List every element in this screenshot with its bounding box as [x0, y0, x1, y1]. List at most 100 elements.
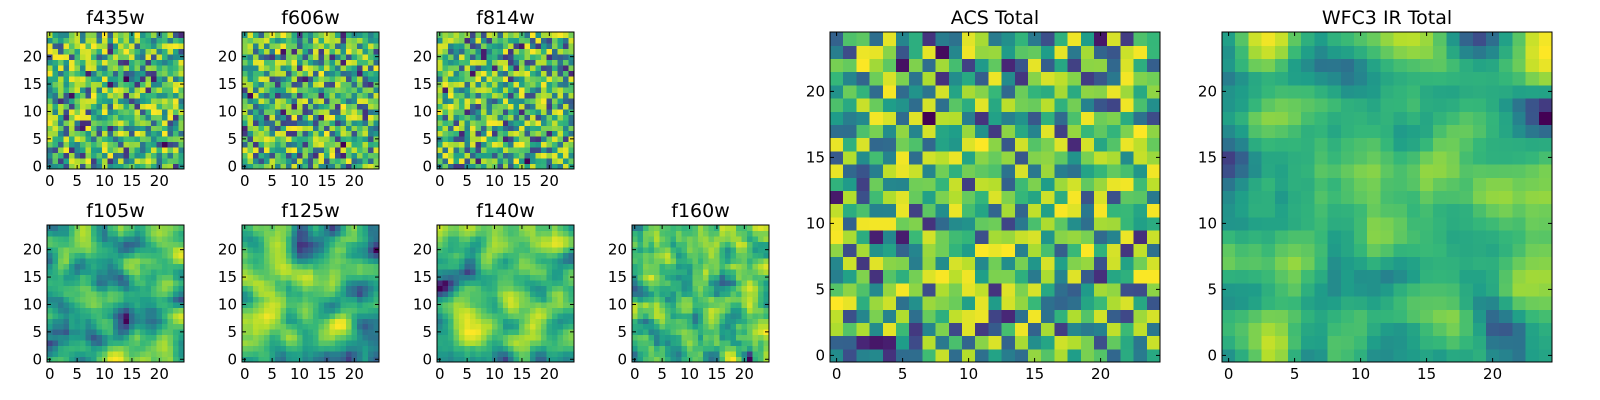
heatmap-cell	[263, 163, 270, 170]
heatmap-cell	[313, 279, 320, 286]
heatmap-cell	[368, 42, 375, 50]
heatmap-cell	[437, 312, 444, 319]
heatmap-cell	[1094, 230, 1108, 244]
heatmap-cell	[535, 119, 542, 126]
heatmap-cell	[469, 86, 476, 93]
heatmap-cell	[313, 86, 320, 93]
heatmap-cell	[1080, 256, 1095, 271]
heatmap-cell	[335, 163, 342, 170]
heatmap-cell	[307, 351, 314, 358]
heatmap-cell	[469, 301, 476, 308]
heatmap-cell	[653, 268, 660, 275]
heatmap-cell	[642, 225, 650, 232]
heatmap-cell	[563, 230, 570, 237]
heatmap-cell	[318, 70, 325, 77]
heatmap-cell	[686, 307, 693, 314]
heatmap-cell	[508, 329, 515, 336]
heatmap-cell	[123, 32, 130, 39]
heatmap-cell	[79, 296, 86, 303]
heatmap-cell	[480, 119, 487, 126]
heatmap-cell	[546, 274, 553, 281]
heatmap-cell	[563, 246, 570, 253]
heatmap-cell	[856, 164, 871, 178]
heatmap-cell	[151, 230, 158, 237]
heatmap-cell	[373, 334, 380, 341]
heatmap-cell	[464, 334, 471, 341]
heatmap-cell	[681, 246, 688, 253]
heatmap-cell	[697, 230, 704, 237]
heatmap-cell	[557, 230, 564, 237]
heatmap-cell	[464, 301, 471, 308]
x-tick-label: 0	[45, 172, 55, 190]
heatmap-cell	[307, 230, 314, 237]
heatmap-cell	[362, 42, 369, 50]
heatmap-cell	[368, 125, 375, 132]
heatmap-cell	[79, 252, 86, 259]
heatmap-cell	[442, 356, 449, 363]
heatmap-cell	[563, 285, 570, 292]
heatmap-cell	[285, 64, 292, 71]
heatmap-cell	[269, 301, 276, 308]
heatmap-cell	[90, 136, 97, 143]
heatmap-cell	[252, 296, 260, 303]
heatmap-cell	[373, 92, 380, 99]
heatmap-cell	[1001, 190, 1016, 205]
heatmap-cell	[557, 64, 564, 71]
heatmap-cell	[252, 301, 260, 308]
heatmap-cell	[329, 42, 336, 50]
panel-title: f814w	[476, 7, 535, 29]
heatmap-cell	[747, 329, 754, 336]
heatmap-cell	[368, 119, 375, 126]
heatmap-cell	[129, 351, 136, 358]
heatmap-cell	[1146, 203, 1161, 218]
heatmap-cell	[112, 312, 119, 319]
heatmap-cell	[291, 241, 298, 248]
heatmap-cell	[513, 75, 520, 82]
heatmap-cell	[453, 351, 460, 358]
heatmap-cell	[118, 225, 125, 232]
heatmap-cell	[714, 334, 721, 341]
heatmap-cell	[335, 86, 342, 93]
heatmap-cell	[335, 53, 342, 60]
heatmap-cell	[351, 312, 358, 319]
heatmap-cell	[357, 356, 364, 363]
heatmap-cell	[269, 323, 276, 330]
heatmap-cell	[351, 92, 358, 99]
heatmap-cell	[178, 42, 185, 50]
heatmap-cell	[151, 81, 158, 88]
heatmap-cell	[118, 351, 125, 358]
heatmap-cell	[242, 114, 249, 121]
heatmap-cell	[340, 329, 347, 336]
heatmap-cell	[730, 323, 737, 330]
heatmap-cell	[896, 203, 910, 218]
heatmap-cell	[681, 312, 688, 319]
heatmap-cell	[502, 279, 509, 286]
heatmap-cell	[274, 141, 281, 148]
heatmap-cell	[129, 86, 136, 93]
heatmap-cell	[546, 97, 553, 104]
heatmap-cell	[107, 141, 114, 148]
heatmap-cell	[442, 329, 449, 336]
heatmap-cell	[362, 64, 369, 71]
heatmap-cell	[508, 158, 515, 165]
heatmap-cell	[675, 252, 682, 259]
heatmap-cell	[922, 256, 937, 271]
heatmap-cell	[291, 356, 298, 363]
heatmap-cell	[118, 279, 125, 286]
heatmap-cell	[242, 97, 249, 104]
heatmap-cell	[830, 309, 844, 323]
heatmap-cell	[703, 225, 710, 232]
heatmap-cell	[437, 334, 444, 341]
heatmap-cell	[57, 108, 65, 115]
heatmap-cell	[480, 345, 487, 352]
heatmap-cell	[530, 241, 537, 248]
heatmap-cell	[896, 348, 910, 363]
heatmap-cell	[480, 230, 487, 237]
heatmap-cell	[1014, 190, 1029, 205]
heatmap-cell	[557, 356, 564, 363]
heatmap-cell	[637, 329, 644, 336]
heatmap-cell	[686, 274, 693, 281]
heatmap-cell	[329, 141, 336, 148]
heatmap-cell	[922, 164, 937, 178]
heatmap-cell	[107, 125, 114, 132]
